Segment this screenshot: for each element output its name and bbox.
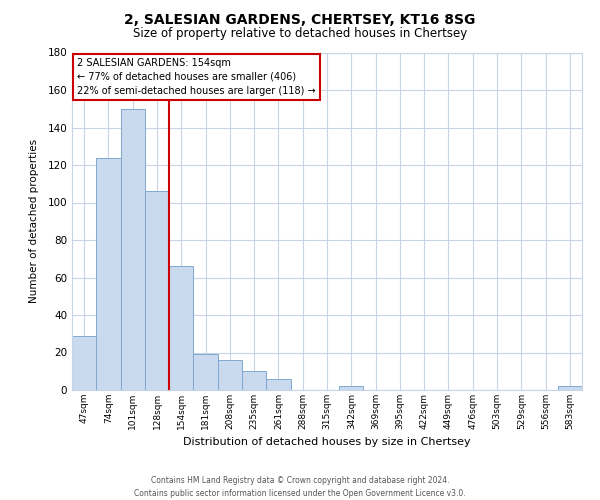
Bar xyxy=(193,354,218,390)
Bar xyxy=(169,266,193,390)
Text: 2, SALESIAN GARDENS, CHERTSEY, KT16 8SG: 2, SALESIAN GARDENS, CHERTSEY, KT16 8SG xyxy=(124,12,476,26)
Bar xyxy=(96,158,121,390)
Y-axis label: Number of detached properties: Number of detached properties xyxy=(29,139,39,304)
Bar xyxy=(339,386,364,390)
Bar xyxy=(145,191,169,390)
Bar xyxy=(72,336,96,390)
Bar xyxy=(266,379,290,390)
Bar xyxy=(242,371,266,390)
Text: 2 SALESIAN GARDENS: 154sqm
← 77% of detached houses are smaller (406)
22% of sem: 2 SALESIAN GARDENS: 154sqm ← 77% of deta… xyxy=(77,58,316,96)
Text: Contains HM Land Registry data © Crown copyright and database right 2024.
Contai: Contains HM Land Registry data © Crown c… xyxy=(134,476,466,498)
Bar xyxy=(218,360,242,390)
Bar xyxy=(558,386,582,390)
X-axis label: Distribution of detached houses by size in Chertsey: Distribution of detached houses by size … xyxy=(183,438,471,448)
Text: Size of property relative to detached houses in Chertsey: Size of property relative to detached ho… xyxy=(133,28,467,40)
Bar xyxy=(121,109,145,390)
